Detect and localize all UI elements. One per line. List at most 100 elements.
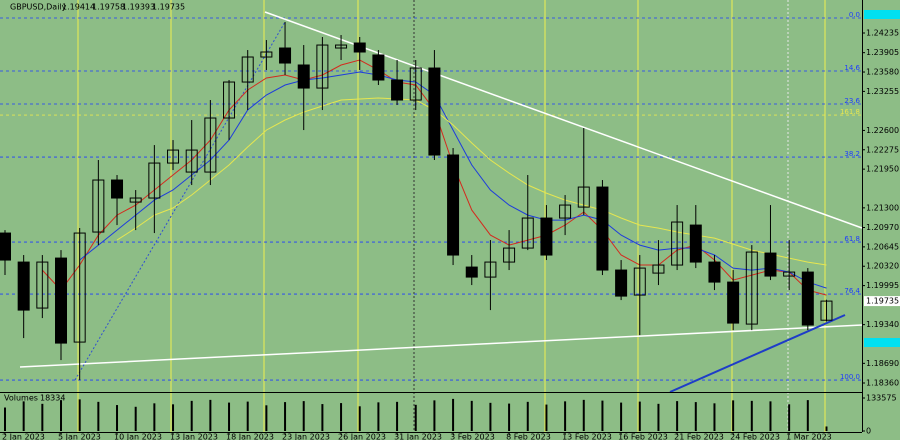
volume-bar <box>582 399 585 431</box>
volume-bar <box>788 404 791 431</box>
volume-bar <box>414 404 417 431</box>
indicator-line <box>79 71 827 289</box>
candle-body <box>540 217 553 256</box>
fib-label: 100.0 <box>840 373 860 381</box>
candle-body <box>652 264 665 274</box>
x-tick-label: 26 Jan 2023 <box>338 433 386 440</box>
y-tick-label: 1.19995 <box>866 281 899 290</box>
candle-body <box>372 54 385 81</box>
fib-label: 61.8 <box>844 235 860 243</box>
candle-body <box>167 149 180 164</box>
candle-body <box>0 232 11 261</box>
volume-value: 18334 <box>40 394 65 403</box>
candle-body <box>55 257 68 344</box>
candle-body <box>316 44 329 89</box>
fib-levels: 0.0 14.6 23.6 161.8 38.2 61.8 76.4 100.0 <box>0 11 862 381</box>
volume-bar <box>97 401 100 431</box>
ohlc-open: 1.19414 <box>62 3 95 12</box>
x-tick-label: 21 Feb 2023 <box>674 433 724 440</box>
x-tick-label: 10 Jan 2023 <box>114 433 162 440</box>
volume-bar <box>508 403 511 431</box>
candle-body <box>353 42 366 53</box>
y-tick-label: 1.22600 <box>866 126 899 135</box>
candle-body <box>484 261 497 278</box>
y-tick-label: 1.20645 <box>866 242 899 251</box>
candles <box>0 21 833 381</box>
y-tick-label: 1.22275 <box>866 145 899 154</box>
volume-bar <box>396 401 399 431</box>
candle-body <box>820 300 833 321</box>
volume-bar <box>526 401 529 431</box>
candle-body <box>36 261 49 309</box>
volume-bar <box>732 400 735 431</box>
fib-label: 0.0 <box>849 11 860 19</box>
candle-body <box>689 224 702 263</box>
candle-body <box>708 261 721 283</box>
candle-body <box>279 47 292 64</box>
x-tick-label: 13 Feb 2023 <box>562 433 612 440</box>
y-tick-label: 1.19340 <box>866 320 899 329</box>
volume-bar <box>265 405 268 431</box>
x-tick-label: 13 Jan 2023 <box>170 433 218 440</box>
volume-bar <box>78 399 81 431</box>
ohlc-high: 1.19758 <box>92 3 125 12</box>
candle-body <box>223 81 236 119</box>
fib-label: 76.4 <box>844 287 860 295</box>
candle-body <box>241 56 254 83</box>
fib-label: 14.6 <box>844 64 860 72</box>
volume-bar <box>321 404 324 431</box>
volume-bar <box>545 404 548 431</box>
y-tick-label: 1.23580 <box>866 68 899 77</box>
fib-label: 161.8 <box>840 108 860 116</box>
volume-bar <box>340 403 343 431</box>
candle-body <box>447 154 460 256</box>
volume-tick-label: 133575 <box>866 394 897 403</box>
y-tick-label: 1.24235 <box>866 29 899 38</box>
candle-body <box>111 179 124 199</box>
x-tick-label: 5 Jan 2023 <box>58 433 101 440</box>
candle-body <box>17 261 30 311</box>
volume-bar <box>4 407 6 431</box>
fib-label: 38.2 <box>844 150 860 158</box>
candle-body <box>465 266 478 278</box>
x-tick-label: 1 Mar 2023 <box>786 433 832 440</box>
candle-body <box>671 221 684 266</box>
volume-bar <box>694 402 697 431</box>
volume-tick-label: 0 <box>866 427 871 436</box>
candle-body <box>148 162 161 199</box>
x-tick-label: 24 Feb 2023 <box>730 433 780 440</box>
volume-bar <box>209 399 212 431</box>
candle-body <box>335 44 348 49</box>
volume-bar <box>489 402 492 431</box>
axes: 1.24235 1.23905 1.23580 1.23255 1.22600 1.222… <box>2 29 900 440</box>
candle-body <box>92 179 105 233</box>
volume-bar <box>433 400 436 431</box>
indicator-line <box>116 97 827 266</box>
y-tick-label: 1.21950 <box>866 165 899 174</box>
trend-line <box>19 324 863 368</box>
x-tick-label: 31 Jan 2023 <box>394 433 442 440</box>
candle-body <box>521 217 534 249</box>
y-tick-label: 1.23255 <box>866 87 899 96</box>
y-tick-label: 1.18690 <box>866 359 899 368</box>
volume-bar <box>22 401 25 431</box>
x-tick-label: 2 Jan 2023 <box>2 433 45 440</box>
volume-bar <box>228 402 231 431</box>
candle-body <box>297 64 310 89</box>
volume-label: Volumes <box>4 394 38 403</box>
volume-bar <box>284 402 287 431</box>
chart-title: GBPUSD,Daily <box>10 3 67 12</box>
volume-bar <box>676 401 679 431</box>
volume-bar <box>750 400 753 431</box>
volume-bar <box>638 401 641 431</box>
volume-bar <box>657 403 660 431</box>
candle-body <box>615 269 628 297</box>
candle-body <box>559 204 572 219</box>
volume-bar <box>620 402 623 431</box>
candle-body <box>409 67 422 101</box>
volume-bar <box>134 406 137 431</box>
volume-bar <box>302 401 305 431</box>
candle-body <box>129 197 142 203</box>
y-tick-label: 1.23905 <box>866 48 899 57</box>
